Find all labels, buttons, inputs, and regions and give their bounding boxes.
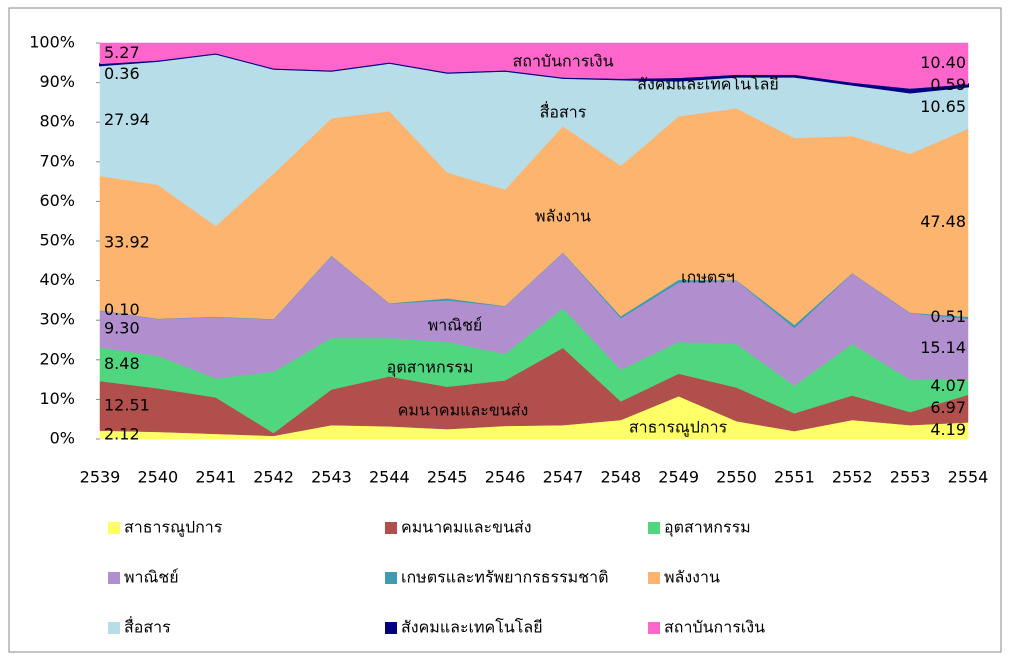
data-label: 15.14 [920, 338, 966, 357]
legend-label: สาธารณูปการ [124, 518, 223, 538]
legend-label: สื่อสาร [124, 616, 171, 637]
y-tick-label: 60% [39, 191, 75, 210]
x-tick-label: 2540 [138, 468, 179, 487]
x-tick-label: 2541 [195, 468, 236, 487]
legend-swatch [385, 522, 397, 534]
x-tick-label: 2554 [948, 468, 989, 487]
series-annotation: อุตสาหกรรม [387, 358, 474, 378]
legend-label: เกษตรและทรัพยากรธรรมชาติ [401, 568, 608, 587]
y-tick-label: 40% [39, 270, 75, 289]
series-annotation: เกษตรฯ [681, 268, 735, 287]
x-tick-label: 2543 [311, 468, 352, 487]
series-annotation: พลังงาน [535, 207, 591, 226]
data-label: 47.48 [920, 212, 966, 231]
x-tick-label: 2553 [890, 468, 931, 487]
data-label: 33.92 [104, 233, 150, 252]
x-tick-label: 2544 [369, 468, 410, 487]
y-tick-label: 80% [39, 112, 75, 131]
x-tick-label: 2552 [832, 468, 873, 487]
data-label: 2.12 [104, 424, 140, 443]
y-tick-label: 0% [50, 429, 75, 448]
legend-swatch [108, 622, 120, 634]
data-label: 10.40 [920, 53, 966, 72]
x-tick-label: 2551 [774, 468, 815, 487]
legend-label: คมนาคมและขนส่ง [401, 518, 532, 537]
data-label: 0.10 [104, 300, 140, 319]
data-label: 12.51 [104, 395, 150, 414]
data-label: 8.48 [104, 354, 140, 373]
legend-swatch [385, 622, 397, 634]
x-tick-label: 2539 [80, 468, 121, 487]
legend-swatch [648, 522, 660, 534]
data-label: 9.30 [104, 319, 140, 338]
y-tick-label: 50% [39, 231, 75, 250]
series-annotation: สื่อสาร [540, 101, 587, 122]
y-tick-label: 20% [39, 349, 75, 368]
data-label: 5.27 [104, 43, 140, 62]
legend-label: พาณิชย์ [124, 568, 179, 587]
data-label: 0.36 [104, 64, 140, 83]
legend-label: อุตสาหกรรม [664, 518, 751, 538]
series-annotation: พาณิชย์ [428, 316, 483, 335]
x-tick-label: 2542 [253, 468, 294, 487]
data-label: 6.97 [930, 398, 966, 417]
x-tick-label: 2545 [427, 468, 468, 487]
series-annotation: สาธารณูปการ [629, 418, 728, 438]
legend-label: สังคมและเทคโนโลยี [401, 618, 543, 637]
data-label: 4.19 [930, 420, 966, 439]
x-tick-label: 2547 [543, 468, 584, 487]
legend-swatch [108, 522, 120, 534]
y-tick-label: 100% [29, 33, 75, 52]
data-label: 4.07 [930, 376, 966, 395]
legend-swatch [385, 572, 397, 584]
x-tick-label: 2549 [658, 468, 699, 487]
data-label: 10.65 [920, 97, 966, 116]
x-tick-label: 2546 [485, 468, 526, 487]
y-tick-label: 10% [39, 389, 75, 408]
x-tick-label: 2550 [716, 468, 757, 487]
legend-swatch [108, 572, 120, 584]
data-label: 0.51 [930, 307, 966, 326]
y-tick-label: 70% [39, 151, 75, 170]
legend-swatch [648, 622, 660, 634]
area [99, 42, 969, 89]
data-label: 0.59 [930, 75, 966, 94]
series-annotation: คมนาคมและขนส่ง [398, 401, 529, 420]
series-annotation: สถาบันการเงิน [512, 52, 613, 71]
y-tick-label: 30% [39, 310, 75, 329]
y-tick-label: 90% [39, 72, 75, 91]
series-annotation: สังคมและเทคโนโลยี [637, 75, 779, 94]
x-tick-label: 2548 [600, 468, 641, 487]
legend-swatch [648, 572, 660, 584]
legend-label: สถาบันการเงิน [664, 618, 765, 637]
data-label: 27.94 [104, 110, 150, 129]
legend-label: พลังงาน [664, 568, 720, 587]
